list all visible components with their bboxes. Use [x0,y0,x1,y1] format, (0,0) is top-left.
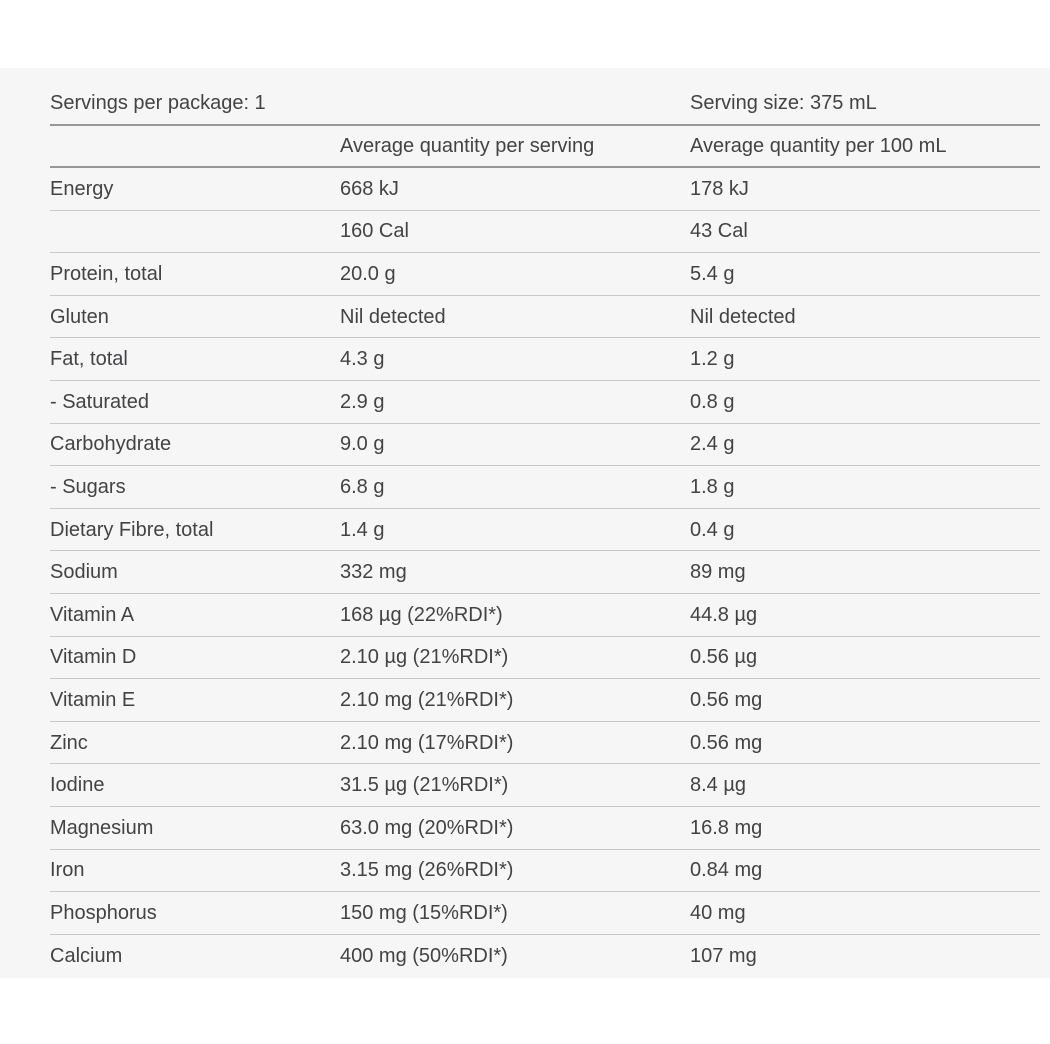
column-header-row: Average quantity per serving Average qua… [50,126,1040,168]
table-row: 160 Cal 43 Cal [50,211,1040,254]
row-per-100ml: 0.84 mg [690,859,763,882]
row-per-serving: 160 Cal [340,220,409,243]
row-per-100ml: Nil detected [690,305,796,328]
row-label: - Sugars [50,475,126,498]
nutrition-table-body: Energy 668 kJ 178 kJ 160 Cal 43 Cal Prot… [50,168,1040,977]
row-label: Energy [50,177,114,200]
row-label: - Saturated [50,390,149,413]
row-per-serving: 400 mg (50%RDI*) [340,944,508,967]
row-label: Sodium [50,561,118,584]
table-row: Calcium 400 mg (50%RDI*) 107 mg [50,935,1040,978]
row-label: Gluten [50,305,109,328]
row-per-serving: 6.8 g [340,475,385,498]
table-row: Protein, total 20.0 g 5.4 g [50,253,1040,296]
row-per-serving: 63.0 mg (20%RDI*) [340,816,514,839]
table-row: Fat, total 4.3 g 1.2 g [50,338,1040,381]
row-per-serving: 31.5 µg (21%RDI*) [340,774,509,797]
table-row: Zinc 2.10 mg (17%RDI*) 0.56 mg [50,722,1040,765]
row-label: Phosphorus [50,901,157,924]
row-label: Iodine [50,774,105,797]
row-label: Iron [50,859,85,882]
row-per-serving: 2.10 mg (17%RDI*) [340,731,514,754]
table-row: - Saturated 2.9 g 0.8 g [50,381,1040,424]
row-per-100ml: 44.8 µg [690,603,758,626]
table-row: Carbohydrate 9.0 g 2.4 g [50,424,1040,467]
row-per-serving: 9.0 g [340,433,385,456]
row-per-100ml: 43 Cal [690,220,748,243]
row-label: Fat, total [50,348,128,371]
row-per-100ml: 0.8 g [690,390,735,413]
row-per-100ml: 1.2 g [690,348,735,371]
row-per-serving: 332 mg [340,561,407,584]
column-header-per-serving: Average quantity per serving [340,135,595,157]
row-per-serving: 1.4 g [340,518,385,541]
row-per-100ml: 2.4 g [690,433,735,456]
table-row: Vitamin A 168 µg (22%RDI*) 44.8 µg [50,594,1040,637]
row-label: Magnesium [50,816,154,839]
table-row: Phosphorus 150 mg (15%RDI*) 40 mg [50,892,1040,935]
row-label: Carbohydrate [50,433,172,456]
row-per-serving: 20.0 g [340,262,396,285]
row-per-serving: 668 kJ [340,177,399,200]
row-label: Calcium [50,944,123,967]
table-row: Energy 668 kJ 178 kJ [50,168,1040,211]
row-per-100ml: 16.8 mg [690,816,763,839]
row-per-serving: 150 mg (15%RDI*) [340,901,508,924]
row-per-100ml: 8.4 µg [690,774,747,797]
row-per-100ml: 0.56 mg [690,688,763,711]
row-per-100ml: 40 mg [690,901,746,924]
row-per-serving: 2.9 g [340,390,385,413]
table-row: Dietary Fibre, total 1.4 g 0.4 g [50,509,1040,552]
row-per-100ml: 107 mg [690,944,757,967]
row-label: Vitamin A [50,603,135,626]
nutrition-panel: Servings per package: 1 Serving size: 37… [0,68,1050,978]
serving-info-row: Servings per package: 1 Serving size: 37… [50,68,1040,126]
row-label: Protein, total [50,262,163,285]
table-row: Sodium 332 mg 89 mg [50,551,1040,594]
table-row: Vitamin D 2.10 µg (21%RDI*) 0.56 µg [50,637,1040,680]
serving-size-text: Serving size: 375 mL [690,92,877,114]
row-per-serving: 2.10 µg (21%RDI*) [340,646,509,669]
row-per-100ml: 89 mg [690,561,746,584]
row-per-100ml: 1.8 g [690,475,735,498]
row-per-serving: Nil detected [340,305,446,328]
table-row: Vitamin E 2.10 mg (21%RDI*) 0.56 mg [50,679,1040,722]
row-label: Vitamin E [50,688,136,711]
row-per-serving: 168 µg (22%RDI*) [340,603,503,626]
table-row: - Sugars 6.8 g 1.8 g [50,466,1040,509]
row-per-100ml: 178 kJ [690,177,749,200]
row-per-100ml: 0.56 mg [690,731,763,754]
row-per-100ml: 5.4 g [690,262,735,285]
table-row: Iodine 31.5 µg (21%RDI*) 8.4 µg [50,764,1040,807]
row-per-100ml: 0.4 g [690,518,735,541]
row-per-serving: 3.15 mg (26%RDI*) [340,859,514,882]
table-row: Gluten Nil detected Nil detected [50,296,1040,339]
row-label: Zinc [50,731,88,754]
row-per-serving: 4.3 g [340,348,385,371]
table-row: Magnesium 63.0 mg (20%RDI*) 16.8 mg [50,807,1040,850]
row-per-serving: 2.10 mg (21%RDI*) [340,688,514,711]
servings-per-package-text: Servings per package: 1 [50,92,266,114]
column-header-per-100ml: Average quantity per 100 mL [690,135,947,157]
table-row: Iron 3.15 mg (26%RDI*) 0.84 mg [50,850,1040,893]
row-per-100ml: 0.56 µg [690,646,758,669]
row-label: Dietary Fibre, total [50,518,214,541]
row-label: Vitamin D [50,646,137,669]
